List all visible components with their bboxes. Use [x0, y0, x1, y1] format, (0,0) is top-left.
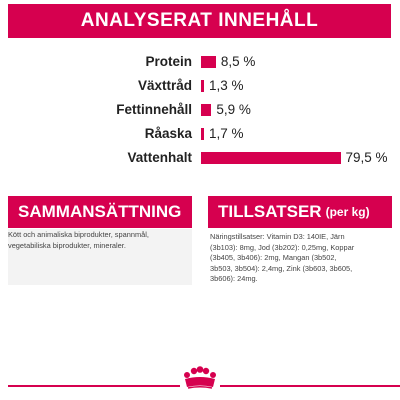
value-label: 8,5 %: [220, 54, 256, 69]
category-label: Protein: [145, 54, 192, 69]
category-label: Råaska: [144, 126, 192, 141]
analysis-bar-chart: Protein 8,5 % Växttråd 1,3 % Fettinnehåll 5,9…: [0, 44, 400, 174]
composition-title: SAMMANSÄTTNING: [18, 202, 182, 221]
analysis-title: ANALYSERAT INNEHÅLL: [80, 10, 319, 31]
composition-panel: [8, 229, 192, 285]
analysis-header: ANALYSERAT INNEHÅLL: [8, 4, 391, 38]
additives-title: TILLSATSER: [218, 202, 322, 221]
additives-title-suffix: (per kg): [325, 205, 370, 219]
crown-icon: [184, 366, 216, 389]
bar: [201, 152, 341, 164]
composition-text: Kött och animaliska biprodukter, spannmå…: [8, 230, 149, 250]
bar: [201, 104, 212, 116]
composition-header: SAMMANSÄTTNING: [8, 196, 192, 228]
value-label: 79,5 %: [345, 150, 388, 165]
value-label: 5,9 %: [216, 102, 251, 117]
royal-canin-crown-logo: [180, 366, 220, 392]
value-label: 1,3 %: [209, 78, 244, 93]
bar: [201, 128, 204, 140]
category-label: Vattenhalt: [127, 150, 192, 165]
category-label: Fettinnehåll: [116, 102, 192, 117]
bar: [201, 80, 204, 92]
additives-text: Näringstillsatser: Vitamin D3: 140IE, Jä…: [210, 232, 355, 283]
additives-header: TILLSATSER (per kg): [208, 196, 392, 228]
category-label: Växttråd: [137, 78, 192, 93]
bar: [201, 56, 216, 68]
value-label: 1,7 %: [209, 126, 244, 141]
